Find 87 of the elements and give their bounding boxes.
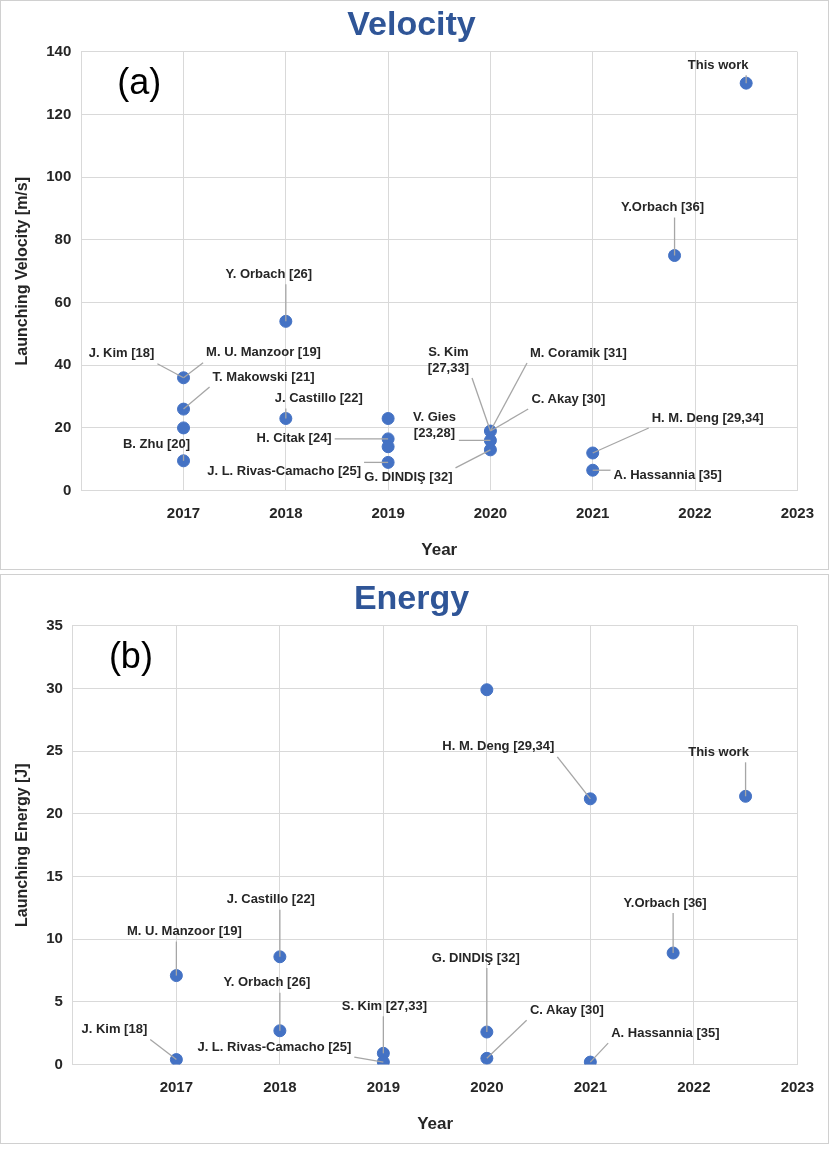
point — [739, 789, 753, 803]
point — [480, 683, 494, 697]
y-tick-label: 120 — [46, 104, 72, 122]
y-tick-label: 60 — [54, 292, 72, 310]
annotation: G. DINDIŞ [32] — [364, 469, 453, 485]
x-tick-label: 2021 — [576, 503, 610, 521]
x-tick-label: 2023 — [780, 1077, 814, 1095]
chart-title: Energy — [353, 577, 470, 616]
x-tick-label: 2023 — [780, 503, 814, 521]
annotation: J. Kim [18] — [88, 345, 155, 361]
x-tick-label: 2022 — [677, 1077, 711, 1095]
y-tick-label: 100 — [46, 167, 72, 185]
point — [279, 412, 293, 426]
annotation: (a) — [117, 60, 162, 102]
point — [586, 463, 600, 477]
x-tick-label: 2017 — [159, 1077, 194, 1095]
annotation: C. Akay [30] — [529, 1001, 604, 1017]
point — [169, 969, 183, 983]
annotation: This work — [688, 743, 750, 759]
point — [177, 421, 191, 435]
annotation: J. Kim [18] — [81, 1021, 148, 1037]
y-axis-title: Launching Velocity [m/s] — [13, 176, 31, 366]
chart-title: Velocity — [347, 3, 476, 42]
annotation: H. Citak [24] — [256, 430, 332, 446]
point — [177, 402, 191, 416]
y-tick-label: 0 — [54, 1054, 63, 1072]
point — [480, 1051, 494, 1065]
annotation: B. Zhu [20] — [122, 436, 191, 452]
point — [381, 455, 395, 469]
annotation: J. Castillo [22] — [274, 390, 363, 406]
y-tick-label: 5 — [54, 992, 63, 1010]
point — [381, 440, 395, 454]
annotation: S. Kim [27,33] — [341, 997, 427, 1013]
y-tick-label: 10 — [46, 929, 63, 947]
annotation: This work — [687, 56, 750, 72]
annotation: Y.Orbach [36] — [623, 894, 707, 910]
x-tick-label: 2022 — [678, 503, 712, 521]
y-tick-label: 15 — [46, 866, 63, 884]
annotation: S. Kim [27,33] — [427, 343, 470, 375]
y-tick-label: 30 — [46, 678, 63, 696]
annotation: H. M. Deng [29,34] — [442, 738, 555, 754]
point — [279, 314, 293, 328]
x-tick-label: 2019 — [366, 1077, 401, 1095]
point — [480, 1025, 494, 1039]
annotation: J. L. Rivas-Camacho [25] — [207, 462, 362, 478]
annotation: C. Akay [30] — [531, 390, 606, 406]
y-tick-label: 140 — [46, 41, 72, 59]
annotation: M. U. Manzoor [19] — [206, 344, 321, 360]
x-tick-label: 2017 — [166, 503, 201, 521]
point — [169, 1053, 183, 1065]
x-axis-title: Year — [417, 1114, 454, 1134]
x-tick-label: 2018 — [263, 1077, 297, 1095]
annotation: M. U. Manzoor [19] — [126, 923, 242, 939]
x-axis-title: Year — [421, 540, 458, 560]
y-axis-title: Launching Energy [J] — [13, 763, 31, 927]
annotation: T. Makowski [21] — [212, 368, 315, 384]
annotation: V. Gies [23,28] — [412, 409, 456, 441]
y-tick-label: 35 — [46, 615, 63, 633]
point — [583, 792, 597, 806]
y-tick-label: 80 — [54, 230, 72, 247]
x-tick-label: 2019 — [371, 503, 405, 521]
annotation: G. DINDIŞ [32] — [431, 949, 520, 965]
point — [177, 454, 191, 468]
y-tick-label: 0 — [62, 480, 72, 498]
x-tick-label: 2020 — [470, 1077, 504, 1095]
annotation: A. Hassannia [35] — [613, 466, 722, 482]
x-tick-label: 2018 — [269, 503, 303, 521]
point — [739, 76, 753, 90]
x-tick-label: 2020 — [473, 503, 508, 521]
y-tick-label: 20 — [46, 804, 63, 821]
annotation: A. Hassannia [35] — [611, 1024, 720, 1040]
annotation: Y. Orbach [26] — [223, 974, 311, 990]
annotation: J. Castillo [22] — [226, 891, 315, 907]
annotation: M. Coramik [31] — [530, 344, 627, 360]
y-tick-label: 20 — [54, 418, 72, 436]
annotation: Y. Orbach [26] — [225, 265, 313, 281]
point — [381, 412, 395, 426]
annotation: H. M. Deng [29,34] — [651, 409, 764, 425]
annotation: J. L. Rivas-Camacho [25] — [197, 1038, 352, 1054]
annotation: Y.Orbach [36] — [621, 199, 705, 215]
y-tick-label: 40 — [54, 355, 72, 373]
y-tick-label: 25 — [46, 741, 63, 759]
annotation: (b) — [108, 634, 153, 676]
point — [586, 446, 600, 460]
x-tick-label: 2021 — [573, 1077, 608, 1095]
point — [668, 249, 682, 263]
point — [483, 443, 497, 457]
